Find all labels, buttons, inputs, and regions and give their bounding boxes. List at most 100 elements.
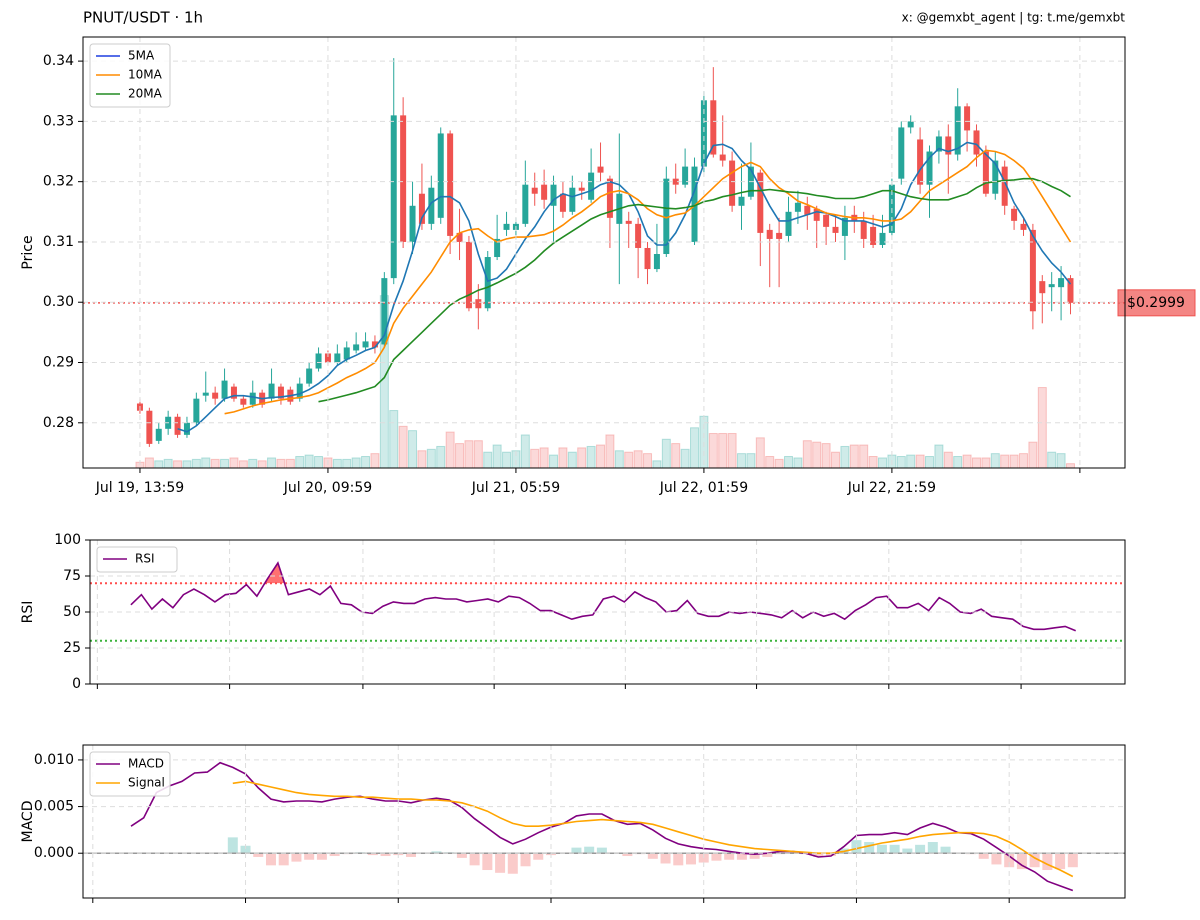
volume-bar [549, 454, 559, 468]
histogram-bar [685, 853, 696, 865]
candle-body [306, 368, 313, 384]
volume-bar [981, 457, 991, 468]
volume-bar [1000, 454, 1010, 468]
candle-body [1001, 166, 1008, 206]
candle-body [334, 353, 341, 363]
volume-bar [483, 451, 493, 468]
histogram-bar [291, 853, 302, 862]
volume-bar [737, 453, 747, 468]
volume-bar [426, 448, 436, 468]
candle-body [1029, 229, 1036, 312]
candle-body [428, 187, 435, 224]
histogram-bar [304, 853, 315, 860]
volume-bar [238, 460, 248, 468]
volume-bar [971, 457, 981, 468]
candle-body [964, 106, 971, 131]
candle-body [475, 299, 482, 309]
volume-bar [605, 434, 615, 468]
histogram-bar [482, 853, 493, 871]
histogram-bar [978, 853, 989, 859]
candle-body [202, 392, 209, 396]
volume-bar [210, 458, 220, 468]
y-tick-label: 0.33 [43, 113, 74, 129]
volume-bar [1028, 441, 1038, 468]
histogram-bar [469, 853, 480, 866]
candle-body [823, 214, 830, 227]
volume-bar [990, 453, 1000, 468]
candle-body [672, 178, 679, 185]
candle-body [1011, 208, 1018, 221]
volume-bar [389, 410, 399, 468]
legend-label: RSI [135, 552, 155, 566]
series-line [318, 177, 1071, 403]
volume-bar [520, 434, 530, 468]
volume-bar [840, 445, 850, 468]
candle-body [813, 208, 820, 221]
volume-bar [436, 445, 446, 468]
candle-body [870, 226, 877, 245]
volume-bar [539, 447, 549, 468]
volume-bar [408, 430, 418, 468]
histogram-bar [520, 853, 531, 867]
volume-bar [332, 458, 342, 468]
histogram-bar [724, 853, 735, 860]
candle-body [296, 383, 303, 399]
candle-body [1048, 284, 1055, 288]
series-line [224, 149, 1072, 415]
legend-box [89, 751, 171, 797]
volume-bar [511, 450, 521, 468]
volume-bar [784, 456, 794, 468]
volume-bar [1056, 453, 1066, 468]
histogram-bar [749, 853, 760, 859]
plot-area [83, 58, 1125, 468]
candle-body [785, 211, 792, 236]
series-line [130, 561, 1077, 632]
y-tick-label: 50 [63, 604, 81, 620]
volume-bar [643, 453, 653, 468]
volume-bar [614, 450, 624, 468]
volume-bar [1009, 454, 1019, 468]
candle-body [418, 193, 425, 224]
candle-body [522, 184, 529, 224]
candle-body [503, 223, 510, 230]
candle-body [578, 187, 585, 191]
chart-title: PNUT/USDT · 1h [83, 9, 203, 27]
x-tick-label: Jul 20, 09:59 [283, 480, 372, 496]
histogram-bar [596, 847, 607, 854]
candle-body [860, 220, 867, 239]
volume-bar [314, 456, 324, 468]
legend-box [96, 546, 178, 573]
candle-body [277, 386, 284, 399]
candle-body [917, 139, 924, 185]
histogram-bar [1055, 853, 1066, 870]
histogram-bar [240, 845, 251, 854]
candle-body [212, 392, 219, 399]
volume-bar [370, 453, 380, 468]
volume-bar [304, 454, 314, 468]
histogram-bar [533, 853, 544, 860]
y-tick-label: 0.000 [34, 845, 74, 861]
volume-bar [464, 440, 474, 468]
volume-bar [220, 458, 230, 468]
volume-bar [849, 444, 859, 468]
candle-body [559, 193, 566, 212]
candle-body [663, 178, 670, 255]
volume-bar [361, 456, 371, 468]
candle-body [494, 238, 501, 258]
volume-bar [295, 456, 305, 468]
y-tick-label: 0.31 [43, 234, 74, 250]
histogram-bar [1029, 853, 1040, 868]
volume-bar [633, 450, 643, 468]
candle-body [832, 226, 839, 233]
volume-bar [746, 453, 756, 468]
legend-label: Signal [128, 776, 165, 790]
volume-bar [577, 447, 587, 468]
candle-body [653, 254, 660, 270]
volume-bar [267, 457, 277, 468]
candle-body [794, 202, 801, 212]
volume-bar [652, 460, 662, 468]
candle-body [597, 166, 604, 173]
histogram-bar [1067, 853, 1078, 868]
candle-body [625, 220, 632, 224]
x-tick-label: Jul 22, 21:59 [847, 480, 936, 496]
